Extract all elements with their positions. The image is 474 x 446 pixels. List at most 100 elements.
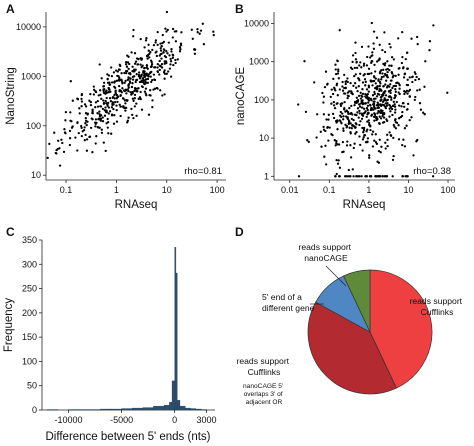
data-point [131,65,134,68]
data-point [369,124,372,127]
data-point [48,142,51,146]
histogram-bar [47,409,59,411]
scatter-b-y-ticks: 1 10 100 1000 10000 [244,18,274,181]
data-point [413,98,416,102]
data-point [99,117,103,120]
data-point [415,35,419,39]
data-point [370,54,373,58]
data-point [171,56,175,59]
x-tick-label: 100 [441,185,456,195]
data-point [94,90,97,93]
data-point [168,54,171,57]
data-point [108,83,112,86]
histogram-bar [195,408,202,411]
data-point [174,58,177,62]
data-point [364,92,367,96]
data-point [395,100,398,104]
data-point [123,81,126,84]
data-point [78,112,81,115]
histogram-x-ticks: -10000 -5000 0 3000 [55,410,217,425]
data-point [71,125,74,128]
data-point [387,95,391,98]
y-tick-label: 100 [22,356,37,366]
data-point [319,130,322,133]
data-point [141,80,145,84]
scatter-a-x-ticks: 0.1 1 10 100 [60,180,225,195]
data-point [138,80,142,84]
histogram-bar [177,400,181,411]
data-point [163,62,166,65]
data-point [405,83,409,87]
data-point [141,76,145,80]
data-point [403,145,407,148]
data-point [119,94,122,97]
data-point [366,128,369,131]
data-point [149,71,152,74]
data-point [330,102,333,105]
data-point [147,43,150,46]
data-point [89,100,93,104]
data-point [352,175,355,178]
data-point [361,102,365,106]
data-point [370,106,373,110]
data-point [374,70,377,73]
data-point [163,69,166,72]
data-point [122,97,125,100]
data-point [112,107,115,111]
data-point [58,147,61,150]
y-tick-label: 1000 [21,71,41,81]
histogram-y-title: Frequency [3,298,15,353]
data-point [428,49,431,52]
data-point [112,122,116,125]
data-point [109,90,112,93]
data-point [395,121,399,125]
data-point [367,84,370,87]
data-point [382,75,385,78]
data-point [102,81,106,84]
data-point [149,65,153,69]
data-point [365,107,369,110]
data-point [171,27,175,31]
data-point [106,126,109,129]
data-point [131,82,134,85]
data-point [104,90,108,93]
pie-label-blue: 5' end of a different gene [262,292,315,313]
histogram-y-ticks: 0 50 100 150 200 250 300 350 [22,235,42,415]
data-point [392,100,395,103]
data-point [394,90,397,93]
data-point [367,45,370,48]
data-point [388,68,391,72]
data-point [384,147,387,150]
data-point [68,129,72,133]
data-point [147,75,150,78]
data-point [378,93,381,96]
data-point [135,78,139,81]
data-point [161,33,164,37]
data-point [405,175,408,178]
data-point [380,145,383,148]
data-point [378,84,381,88]
data-point [432,24,435,27]
data-point [351,168,354,171]
data-point [397,73,400,76]
data-point [390,79,393,82]
data-point [101,116,104,119]
data-point [156,30,159,34]
data-point [86,120,89,123]
data-point [349,112,352,116]
data-point [392,136,395,140]
data-point [129,77,132,80]
data-point [107,112,110,115]
x-tick-label: 10 [403,185,413,195]
data-point [386,67,389,71]
data-point [357,116,360,119]
data-point [345,126,348,129]
data-point [367,90,370,93]
data-point [372,97,376,101]
data-point [96,112,99,115]
data-point [169,75,173,78]
data-point [373,90,376,94]
data-point [113,97,116,100]
data-point [127,72,131,75]
data-point [94,125,97,128]
